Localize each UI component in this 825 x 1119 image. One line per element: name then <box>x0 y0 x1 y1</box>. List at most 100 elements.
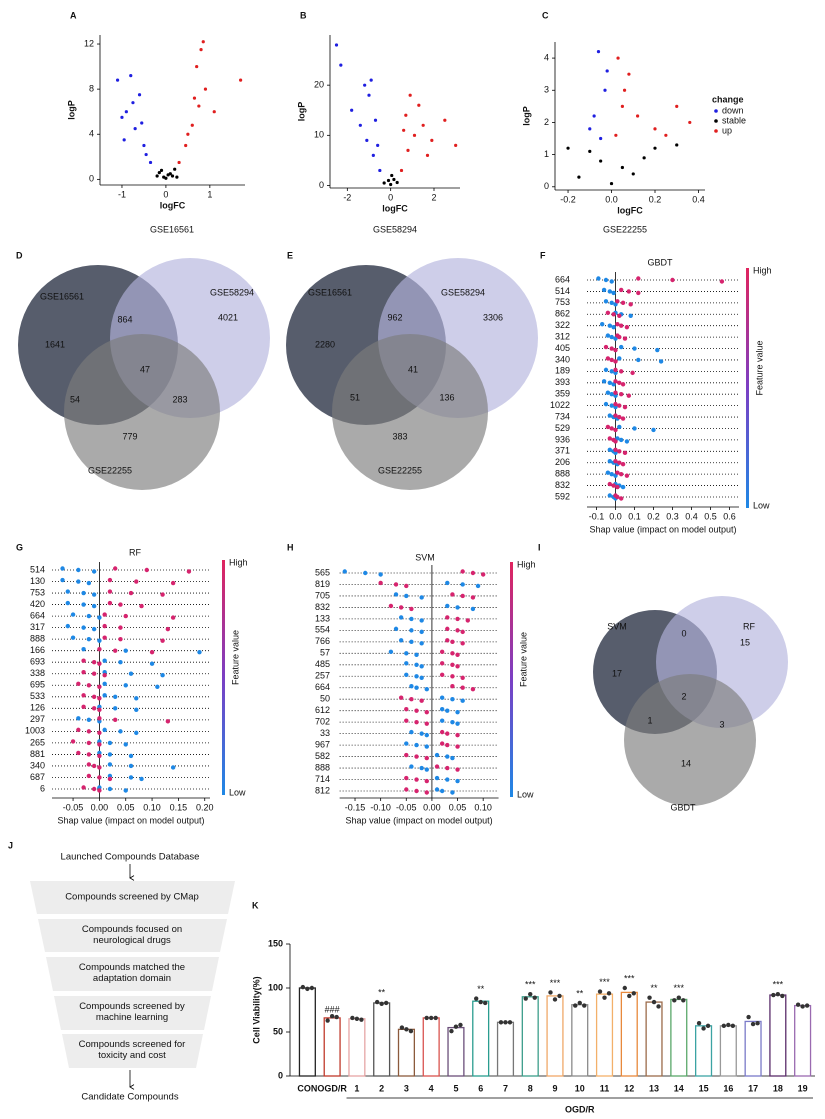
shap-point <box>455 616 460 622</box>
shap-point <box>414 662 419 667</box>
feature-label: 967 <box>315 739 330 749</box>
shap-point <box>460 629 465 635</box>
point <box>408 93 412 97</box>
shap-point <box>445 638 450 643</box>
shap-point <box>378 572 383 577</box>
shap-point <box>409 729 414 735</box>
shap-point <box>617 356 622 361</box>
shap-point <box>414 777 419 782</box>
panel-label: A <box>70 10 77 20</box>
panel-label: K <box>252 900 259 910</box>
shap-point <box>160 592 165 597</box>
x-tick-label: 11 <box>600 1083 610 1093</box>
point <box>378 168 382 173</box>
shap-point <box>86 580 92 586</box>
shap-point <box>450 651 455 656</box>
shap-point <box>404 718 409 723</box>
point <box>137 93 142 97</box>
shap-point <box>439 649 445 655</box>
y-tick-label: 150 <box>268 938 283 948</box>
shap-point <box>70 635 76 640</box>
x-tick-label: 0.05 <box>449 802 467 812</box>
replicate-point <box>780 993 785 999</box>
legend-swatch <box>714 119 718 123</box>
shap-point <box>439 695 445 700</box>
shap-point <box>97 615 102 620</box>
shap-point <box>86 729 92 734</box>
venn-count: 2 <box>681 691 686 701</box>
shap-point <box>628 302 633 307</box>
shap-point <box>134 707 139 713</box>
x-tick-label: -0.05 <box>63 802 84 812</box>
shap-point <box>450 662 455 667</box>
x-tick-label: -0.10 <box>370 802 391 812</box>
shap-point <box>615 470 620 475</box>
x-tick-label: 0.0 <box>609 511 622 521</box>
x-tick-label: OGD/R <box>317 1083 347 1093</box>
shap-point <box>165 626 171 632</box>
legend-label: stable <box>722 115 746 125</box>
shap-point <box>620 484 626 490</box>
replicate-point <box>354 1016 360 1021</box>
feature-label: 257 <box>315 671 330 681</box>
feature-label: 533 <box>30 691 45 701</box>
x-tick-label: 8 <box>528 1083 533 1093</box>
shap-point <box>617 460 622 465</box>
significance: *** <box>674 983 685 993</box>
point <box>369 78 373 82</box>
shap-point <box>611 290 616 296</box>
replicate-point <box>656 1004 661 1009</box>
replicate-point <box>350 1015 355 1021</box>
venn-set-label: GSE16561 <box>308 287 352 297</box>
significance: ** <box>576 988 584 998</box>
x-tick-label: 9 <box>552 1083 557 1093</box>
shap-point <box>86 683 92 688</box>
shap-point <box>97 696 102 701</box>
shap-point <box>97 716 102 721</box>
shap-point <box>632 346 637 351</box>
funnel-step <box>46 957 219 991</box>
point <box>358 123 362 127</box>
point <box>129 74 133 78</box>
y-tick-label: 50 <box>273 1026 283 1036</box>
x-tick-label: -0.15 <box>345 802 366 812</box>
venn-set-label: GBDT <box>670 802 696 812</box>
feature-label: 514 <box>555 286 570 296</box>
point <box>190 123 194 127</box>
venn-count: 14 <box>681 758 691 768</box>
shap-point <box>97 684 102 689</box>
replicate-point <box>433 1015 438 1021</box>
feature-label: 206 <box>555 457 570 467</box>
shap-point <box>398 605 404 610</box>
shap-point <box>409 628 414 633</box>
chart-title: SVM <box>415 552 435 562</box>
shap-point <box>123 742 128 747</box>
replicate-point <box>672 998 677 1003</box>
venn-count: 0 <box>681 628 686 638</box>
legend-label: down <box>722 105 744 115</box>
replicate-point <box>631 991 636 996</box>
shap-point <box>86 613 92 619</box>
point <box>599 136 603 141</box>
shap-point <box>102 673 107 678</box>
bar <box>298 987 316 1077</box>
bar <box>397 1028 416 1077</box>
shap-point <box>613 401 618 407</box>
point <box>197 104 201 108</box>
colorbar <box>222 560 225 795</box>
shap-point <box>102 681 107 686</box>
shap-point <box>102 635 107 640</box>
shap-point <box>601 287 607 293</box>
shap-point <box>404 741 409 746</box>
shap-point <box>393 582 399 587</box>
feature-label: 664 <box>555 274 570 284</box>
shap-point <box>424 687 429 692</box>
x-tick-label: 0.20 <box>196 802 214 812</box>
point <box>363 83 367 87</box>
x-tick-label: 0.5 <box>704 511 717 521</box>
shap-point <box>611 312 616 317</box>
point <box>603 88 607 92</box>
point <box>636 114 640 118</box>
shap-point <box>123 648 128 653</box>
shap-point <box>603 344 609 350</box>
